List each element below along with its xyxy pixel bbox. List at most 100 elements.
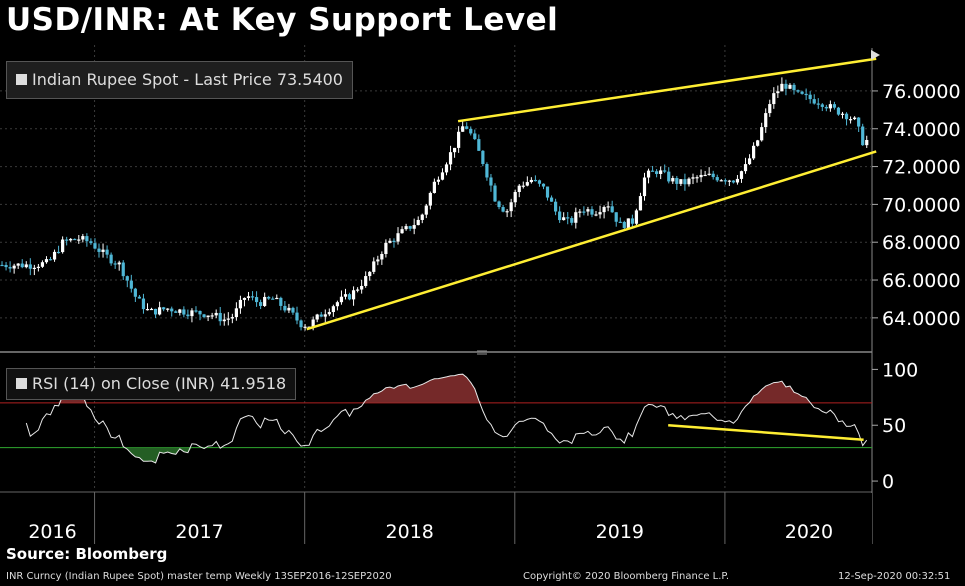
lower-trendline (306, 150, 877, 331)
candle-body (675, 178, 679, 184)
candle-body (351, 290, 356, 300)
candle-body (400, 229, 404, 234)
footer-right: 12-Sep-2020 00:32:51 (838, 571, 951, 582)
price-candles (0, 77, 869, 331)
candle-body (489, 177, 493, 186)
candle-body (16, 263, 20, 266)
candle-body (388, 240, 392, 243)
candle-body (20, 263, 24, 268)
candle-body (287, 307, 291, 311)
candle-body (812, 99, 816, 104)
candle-body (105, 249, 109, 255)
year-label: 2017 (175, 521, 223, 543)
candle-body (610, 206, 614, 213)
candle-body (570, 218, 574, 223)
candle-body (238, 299, 243, 309)
candle-body (735, 178, 740, 183)
candle-body (40, 262, 45, 267)
price-tick-label: 66.0000 (882, 270, 961, 292)
candle-body (659, 170, 663, 174)
candle-body (125, 276, 129, 281)
candle-body (234, 308, 238, 318)
candle-body (222, 319, 226, 322)
candle-body (61, 239, 65, 253)
candle-body (776, 91, 780, 94)
candle-body (364, 276, 368, 286)
candle-body (137, 296, 142, 299)
candle-body (145, 309, 150, 311)
source-note: Source: Bloomberg (6, 545, 168, 563)
candle-body (149, 308, 154, 311)
candle-body (404, 226, 408, 230)
candle-body (327, 312, 331, 315)
candle-body (141, 298, 146, 310)
rsi-trendline (668, 423, 864, 441)
chart-area: 64.0000 66.0000 68.0000 70.0000 72.0000 74.00… (0, 45, 961, 544)
candle-body (756, 140, 760, 146)
candle-body (642, 177, 647, 197)
candle-body (808, 94, 812, 100)
year-label: 2019 (596, 521, 644, 543)
year-label: 2020 (785, 521, 833, 543)
candle-body (279, 297, 283, 306)
candle-body (857, 117, 861, 127)
candle-body (614, 212, 618, 222)
candle-body (465, 126, 469, 129)
candle-body (52, 251, 57, 260)
candle-body (473, 133, 477, 140)
candle-body (574, 212, 578, 223)
rsi-tick-label: 100 (882, 359, 918, 381)
candle-body (509, 202, 513, 212)
year-label: 2018 (386, 521, 434, 543)
candle-body (711, 173, 715, 178)
candle-body (158, 307, 162, 315)
candle-body (646, 170, 651, 178)
candle-body (723, 180, 727, 182)
candle-body (117, 262, 121, 265)
candle-body (707, 173, 711, 175)
candle-body (747, 158, 752, 165)
candle-body (202, 314, 206, 318)
candle-body (198, 310, 202, 315)
candle-body (634, 210, 639, 224)
candle-body (218, 312, 222, 322)
candle-body (380, 253, 384, 260)
candle-body (384, 242, 388, 254)
candle-body (513, 191, 517, 203)
candle-body (392, 240, 396, 242)
candle-body (69, 238, 73, 241)
candle-body (517, 185, 521, 192)
candle-body (800, 91, 804, 94)
candle-body (315, 314, 319, 320)
candle-body (295, 312, 299, 321)
rsi-legend: RSI (14) on Close (INR) 41.9518 (6, 368, 297, 400)
candle-body (699, 174, 703, 178)
candle-body (194, 310, 198, 312)
footer-bar: INR Curncy (Indian Rupee Spot) master te… (0, 569, 965, 586)
candle-body (505, 211, 509, 213)
candle-body (743, 164, 748, 172)
candle-body (719, 180, 723, 182)
candle-body (162, 307, 166, 310)
footer-center: Copyright© 2020 Bloomberg Finance L.P. (523, 571, 730, 582)
candle-body (65, 239, 69, 241)
candle-body (840, 113, 845, 115)
candle-body (206, 315, 210, 318)
candle-body (481, 150, 485, 165)
candle-body (461, 126, 465, 132)
rsi-overbought-fill (26, 374, 867, 403)
rsi-oversold-fill (26, 447, 867, 463)
candle-body (133, 288, 137, 297)
candle-body (267, 296, 271, 299)
candle-body (533, 179, 538, 182)
legend-square-icon (16, 74, 27, 85)
candle-body (8, 267, 12, 269)
candle-body (618, 221, 622, 223)
rsi-tick-label: 50 (882, 415, 906, 437)
candle-body (121, 262, 125, 277)
price-legend: Indian Rupee Spot - Last Price 73.5400 (6, 61, 353, 99)
candle-body (549, 197, 554, 202)
candle-body (844, 113, 849, 120)
year-label: 2016 (28, 521, 76, 543)
price-tick-label: 74.0000 (882, 119, 961, 141)
